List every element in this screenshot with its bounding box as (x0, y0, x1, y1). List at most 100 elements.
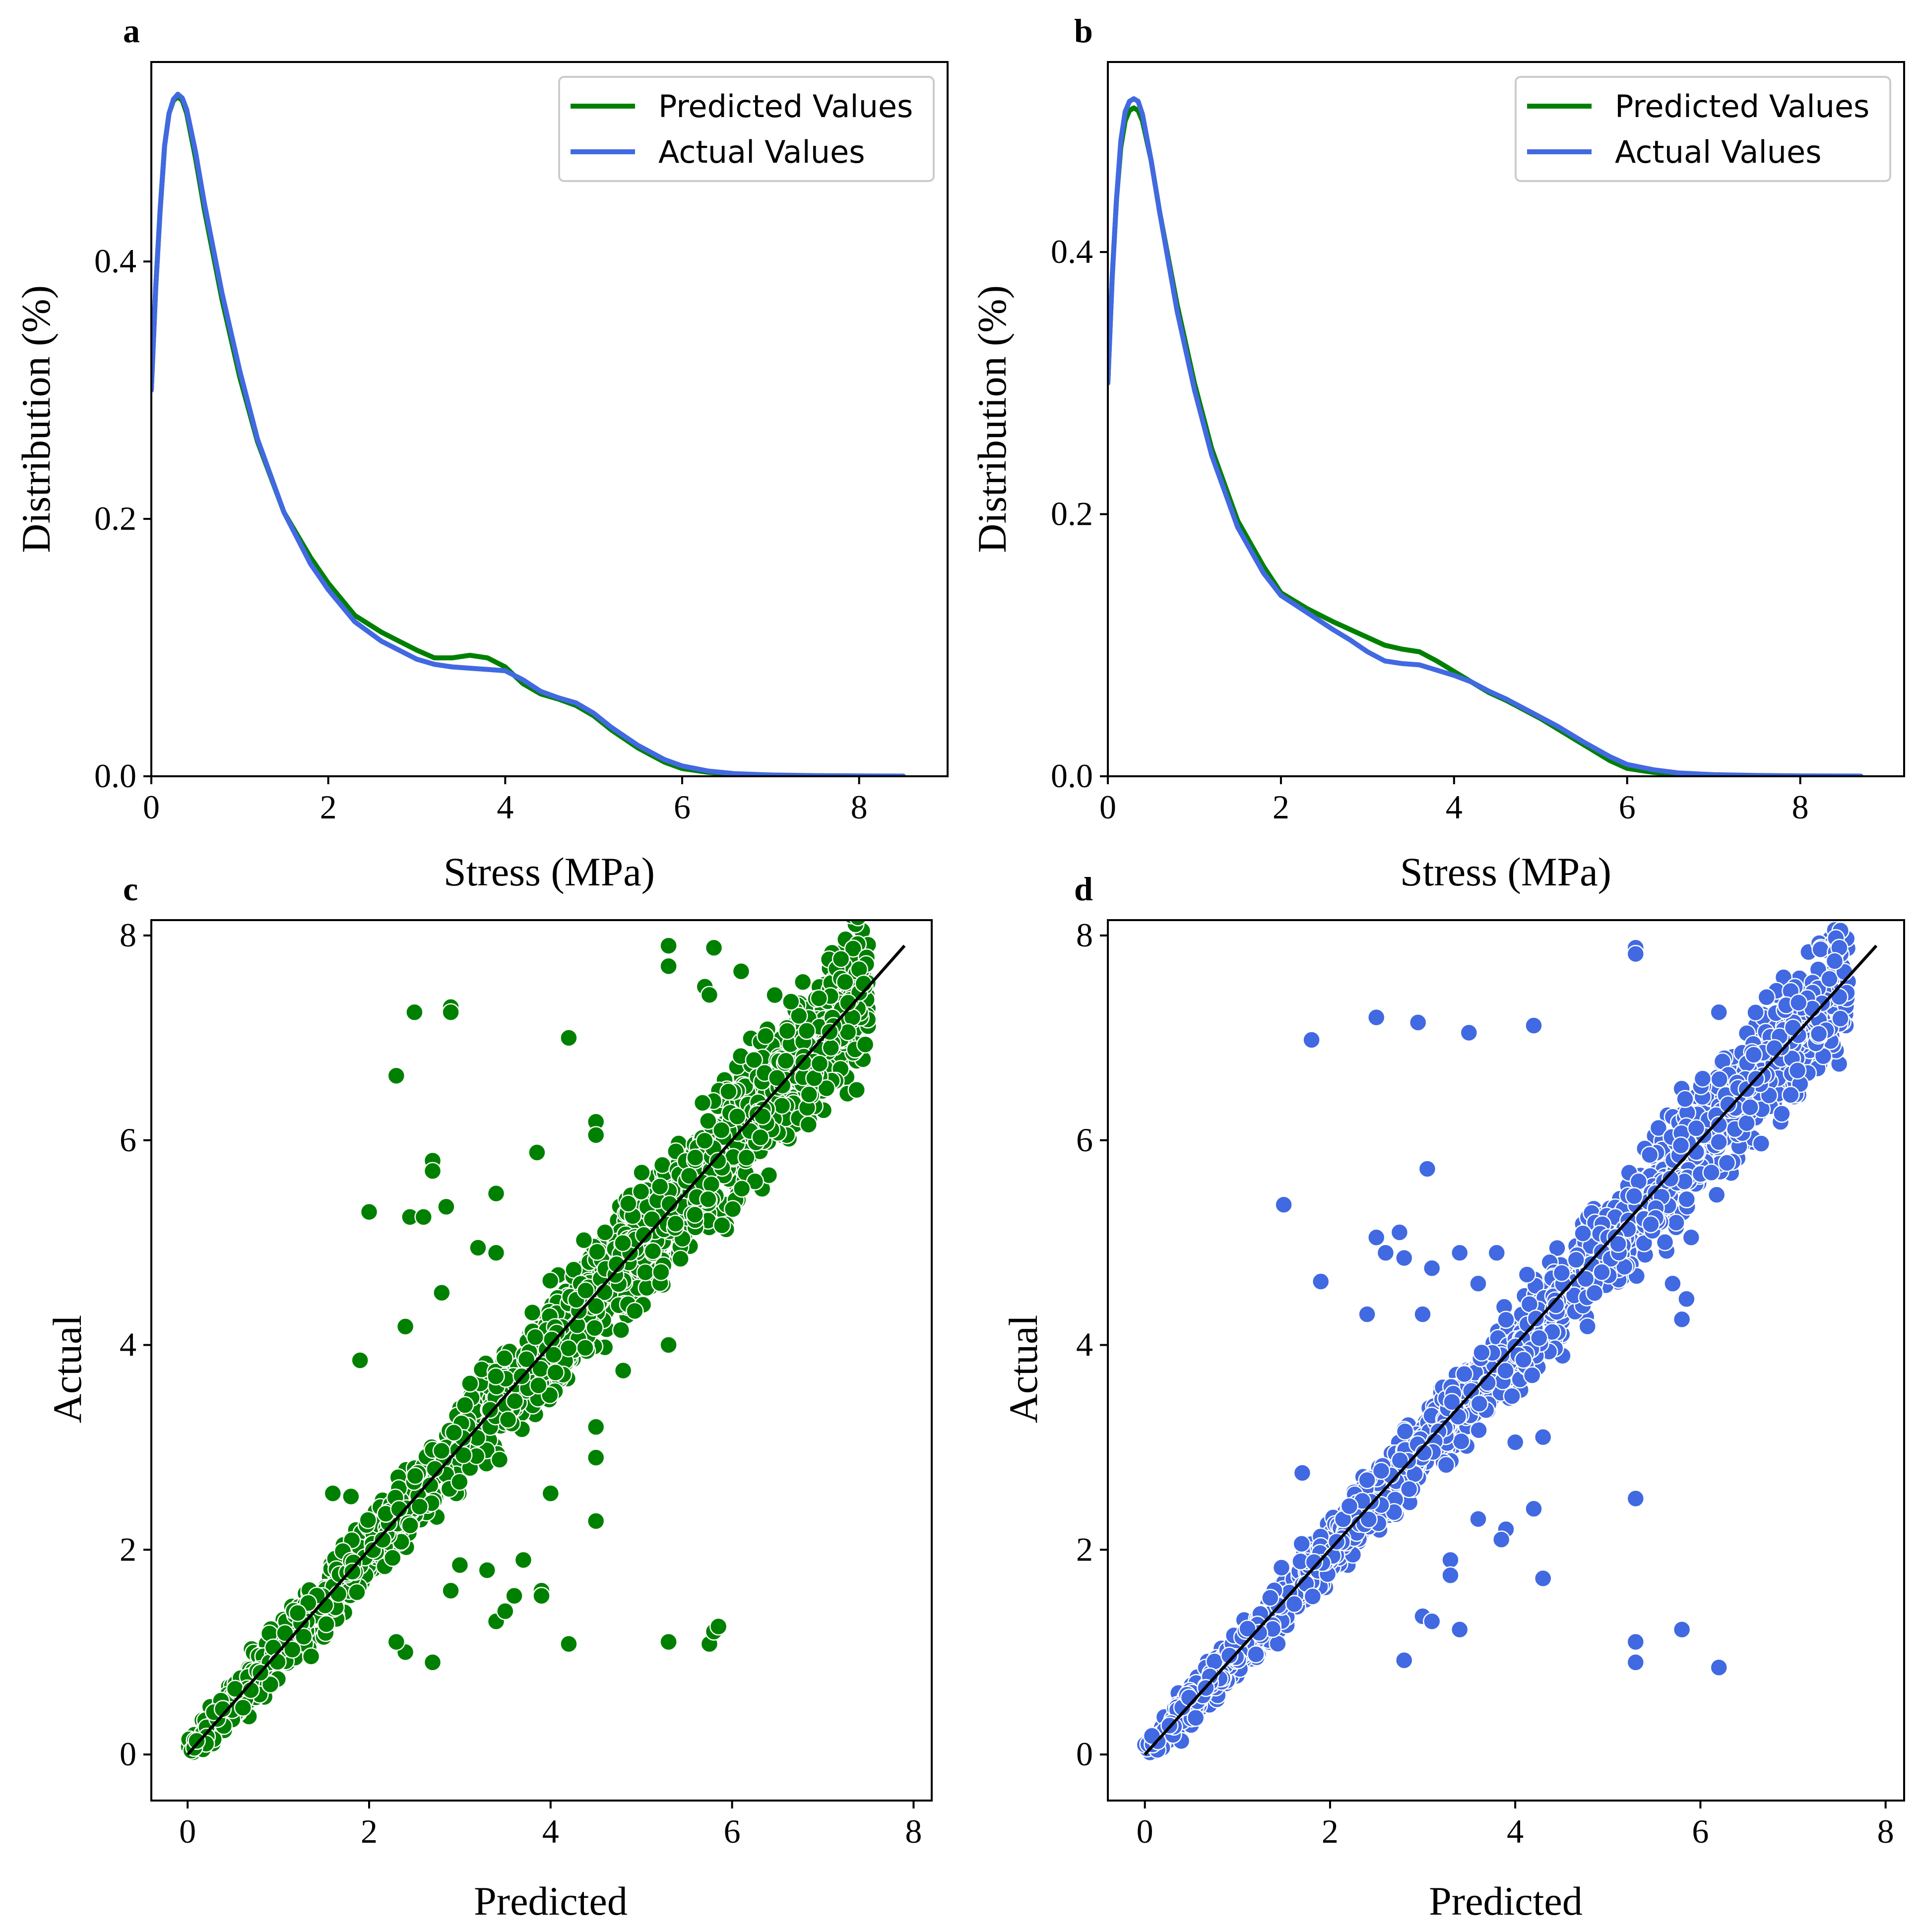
data-point (772, 1096, 791, 1115)
data-point (612, 1321, 631, 1339)
data-point (406, 1467, 425, 1485)
data-point (1789, 994, 1808, 1012)
panel-label-d: d (1074, 870, 1093, 908)
data-point (442, 1581, 460, 1600)
data-point (776, 1052, 795, 1070)
data-point (1303, 1587, 1322, 1606)
data-point (1396, 1422, 1414, 1441)
data-point (1820, 970, 1839, 988)
data-point (659, 1632, 678, 1651)
data-point (1593, 1263, 1611, 1281)
axis-ticks: 0 2 4 6 8 0.0 0.2 0.4 (94, 242, 868, 826)
data-point (360, 1202, 379, 1221)
data-point (576, 1338, 594, 1357)
data-point (437, 1197, 455, 1216)
data-point (1413, 1305, 1432, 1323)
data-point (445, 1423, 463, 1442)
data-point (832, 950, 850, 968)
x-tick-label: 4 (1507, 1812, 1524, 1850)
data-point (1737, 1114, 1756, 1132)
data-point (799, 1115, 818, 1134)
data-point (1825, 952, 1844, 970)
y-tick-label: 2 (120, 1530, 136, 1568)
data-point (704, 938, 723, 957)
data-point (343, 1562, 362, 1581)
y-tick-label: 8 (120, 916, 136, 954)
data-point (302, 1647, 320, 1666)
legend-label-predicted: Predicted Values (658, 88, 913, 125)
x-axis-label: Predicted (474, 1878, 628, 1924)
data-point (686, 1205, 704, 1224)
data-point (1395, 1651, 1413, 1670)
data-point (1567, 1250, 1586, 1269)
data-point (565, 1260, 583, 1279)
data-point (1710, 1116, 1728, 1134)
data-point (359, 1511, 378, 1529)
x-tick-label: 4 (1446, 788, 1463, 826)
data-point (1293, 1464, 1312, 1482)
data-point (401, 1516, 419, 1535)
data-point (847, 1080, 866, 1099)
x-tick-label: 2 (320, 788, 337, 826)
data-point (756, 1027, 775, 1045)
data-point (387, 1066, 406, 1085)
axes-frame (1107, 919, 1905, 1802)
data-point (1649, 1119, 1668, 1137)
data-point (1441, 1551, 1460, 1569)
data-point (1676, 1090, 1694, 1108)
data-point (1534, 1428, 1552, 1446)
data-point (414, 1208, 433, 1226)
data-point (576, 1281, 595, 1300)
data-point (288, 1604, 307, 1622)
data-point (1687, 1119, 1706, 1137)
data-point (1530, 1329, 1548, 1347)
data-point (499, 1410, 517, 1429)
data-point (1292, 1535, 1311, 1553)
legend-label-actual: Actual Values (658, 134, 865, 170)
data-point (1525, 1499, 1543, 1518)
legend-label-predicted: Predicted Values (1615, 88, 1869, 125)
y-tick-label: 0 (1076, 1735, 1093, 1773)
data-point (487, 1244, 506, 1262)
x-tick-label: 4 (542, 1812, 559, 1850)
data-point (1585, 1284, 1604, 1303)
data-point (559, 1339, 578, 1358)
data-point (671, 1249, 690, 1268)
data-point (560, 1029, 578, 1047)
data-point (560, 1634, 578, 1653)
data-point (836, 973, 854, 992)
y-tick-label: 8 (1076, 916, 1093, 954)
data-point (396, 1317, 415, 1336)
scatter-plot-c (180, 920, 906, 1761)
data-point (1576, 1270, 1595, 1288)
data-point (844, 939, 862, 958)
data-point (1702, 1163, 1721, 1182)
data-point (619, 1194, 638, 1213)
data-point (455, 1396, 474, 1414)
data-point (1452, 1432, 1471, 1451)
data-point (496, 1602, 514, 1620)
data-point (596, 1223, 614, 1242)
data-point (1400, 1480, 1418, 1498)
data-point (423, 1162, 442, 1180)
data-point (487, 1184, 506, 1203)
data-point (1746, 1003, 1765, 1022)
data-point (666, 1214, 685, 1233)
data-point (713, 1216, 731, 1235)
data-point (1470, 1421, 1488, 1439)
data-point (1302, 1031, 1321, 1049)
data-point (1497, 1310, 1515, 1329)
data-point (541, 1271, 560, 1290)
data-point (1672, 1310, 1691, 1329)
data-point (1518, 1265, 1536, 1284)
data-point (1443, 1393, 1461, 1411)
data-point (450, 1556, 469, 1574)
data-point (732, 1180, 751, 1198)
panel-d: d 0 2 4 6 8 0 2 4 6 8 Predicted Actual (1001, 870, 1905, 1924)
data-point (586, 1448, 605, 1467)
data-point (1635, 1234, 1654, 1252)
density-plot-a (151, 91, 906, 776)
data-point (585, 1319, 604, 1337)
x-tick-label: 8 (905, 1812, 922, 1850)
data-point (261, 1675, 280, 1694)
